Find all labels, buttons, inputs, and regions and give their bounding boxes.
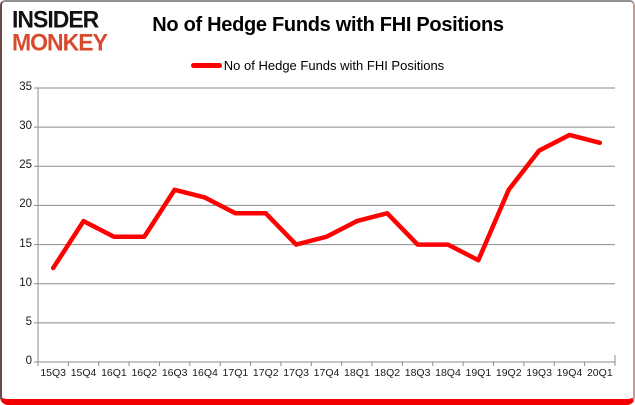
x-tick-label: 15Q4 [70,367,97,379]
y-tick-label: 10 [19,276,32,289]
y-tick-label: 0 [25,355,32,367]
x-tick-label: 17Q2 [252,367,279,379]
x-tick-label: 18Q2 [374,367,401,379]
x-tick-label: 18Q4 [435,367,461,379]
x-tick-label: 19Q2 [495,367,522,379]
x-tick-label: 19Q1 [465,367,492,379]
y-tick-label: 15 [19,237,32,250]
x-tick-label: 17Q3 [283,367,309,379]
x-tick-label: 19Q4 [556,367,583,379]
chart-title: No of Hedge Funds with FHI Positions [152,14,504,36]
x-tick-label: 16Q2 [131,367,158,379]
data-line-series [50,132,603,271]
plot-svg [34,87,616,366]
x-tick-label: 18Q1 [344,367,370,379]
x-tick-label: 16Q4 [192,367,218,379]
x-tick-label: 17Q4 [313,367,340,379]
x-tick-label: 17Q1 [222,367,249,379]
x-tick-label: 16Q1 [101,367,127,379]
y-tick-label: 25 [19,159,32,172]
x-tick-label: 19Q3 [526,367,552,379]
logo-line1: INSIDER [12,5,99,33]
x-tick-label: 18Q3 [404,367,431,379]
y-tick-label: 35 [19,81,32,93]
y-tick-label: 20 [19,198,32,211]
legend-label: No of Hedge Funds with FHI Positions [223,58,445,73]
legend-line-swatch [190,63,222,68]
y-tick-label: 30 [19,120,32,133]
x-tick-label: 20Q1 [586,367,613,379]
legend: No of Hedge Funds with FHI Positions [2,58,633,73]
x-tick-label: 16Q3 [161,367,188,379]
x-tick-label: 15Q3 [40,367,67,379]
insider-monkey-logo: INSIDER MONKEY [12,5,108,56]
logo-line2: MONKEY [12,28,108,56]
y-tick-label: 5 [25,315,32,328]
